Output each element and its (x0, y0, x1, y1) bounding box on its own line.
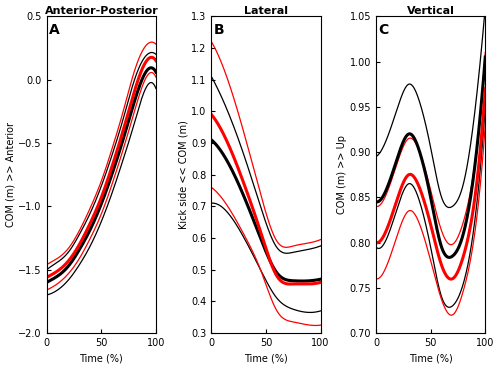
Y-axis label: COM (m) >> Up: COM (m) >> Up (336, 135, 346, 214)
Title: Lateral: Lateral (244, 6, 288, 15)
X-axis label: Time (%): Time (%) (409, 354, 453, 363)
X-axis label: Time (%): Time (%) (244, 354, 288, 363)
Text: B: B (214, 23, 224, 37)
Title: Vertical: Vertical (406, 6, 455, 15)
Text: C: C (378, 23, 388, 37)
Y-axis label: Kick side << COM (m): Kick side << COM (m) (178, 120, 188, 229)
Text: A: A (49, 23, 59, 37)
Y-axis label: COM (m) >> Anterior: COM (m) >> Anterior (6, 122, 16, 227)
X-axis label: Time (%): Time (%) (80, 354, 123, 363)
Title: Anterior-Posterior: Anterior-Posterior (44, 6, 158, 15)
